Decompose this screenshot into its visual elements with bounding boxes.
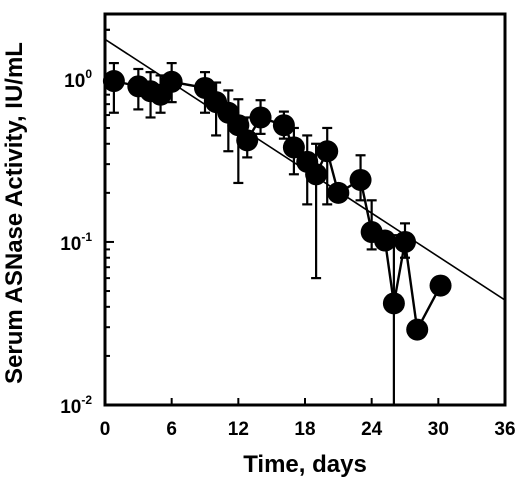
- x-tick-label: 6: [166, 419, 177, 440]
- y-tick-label: 10-1: [60, 230, 92, 255]
- data-point: [374, 229, 396, 252]
- plot-frame: [103, 12, 507, 407]
- data-point: [327, 181, 350, 204]
- data-point: [236, 129, 259, 152]
- data-point: [382, 292, 405, 315]
- x-tick-label: 24: [361, 419, 383, 440]
- data-point: [349, 168, 372, 191]
- x-tick-label: 0: [100, 419, 111, 440]
- x-tick-label: 12: [228, 419, 249, 440]
- x-tick-label: 30: [428, 419, 449, 440]
- y-tick-label: 100: [64, 67, 92, 92]
- axes-layer: 0 6 12 18 24 30 36 100 10-1 10-2: [60, 12, 516, 440]
- y-tick-label: 10-2: [60, 393, 92, 418]
- plot-layer: [102, 38, 505, 405]
- x-axis-title: Time, days: [243, 451, 367, 478]
- x-tick-label: 18: [294, 419, 315, 440]
- data-point: [160, 70, 183, 93]
- data-point: [394, 230, 416, 253]
- data-point: [305, 163, 328, 186]
- data-point: [406, 318, 429, 341]
- data-point: [429, 274, 452, 297]
- data-point: [272, 114, 295, 137]
- data-point: [282, 136, 305, 159]
- y-axis-title: Serum ASNase Activity, IU/mL: [1, 42, 28, 384]
- data-point: [316, 140, 339, 163]
- x-tick-label: 36: [494, 419, 515, 440]
- data-point: [249, 106, 272, 129]
